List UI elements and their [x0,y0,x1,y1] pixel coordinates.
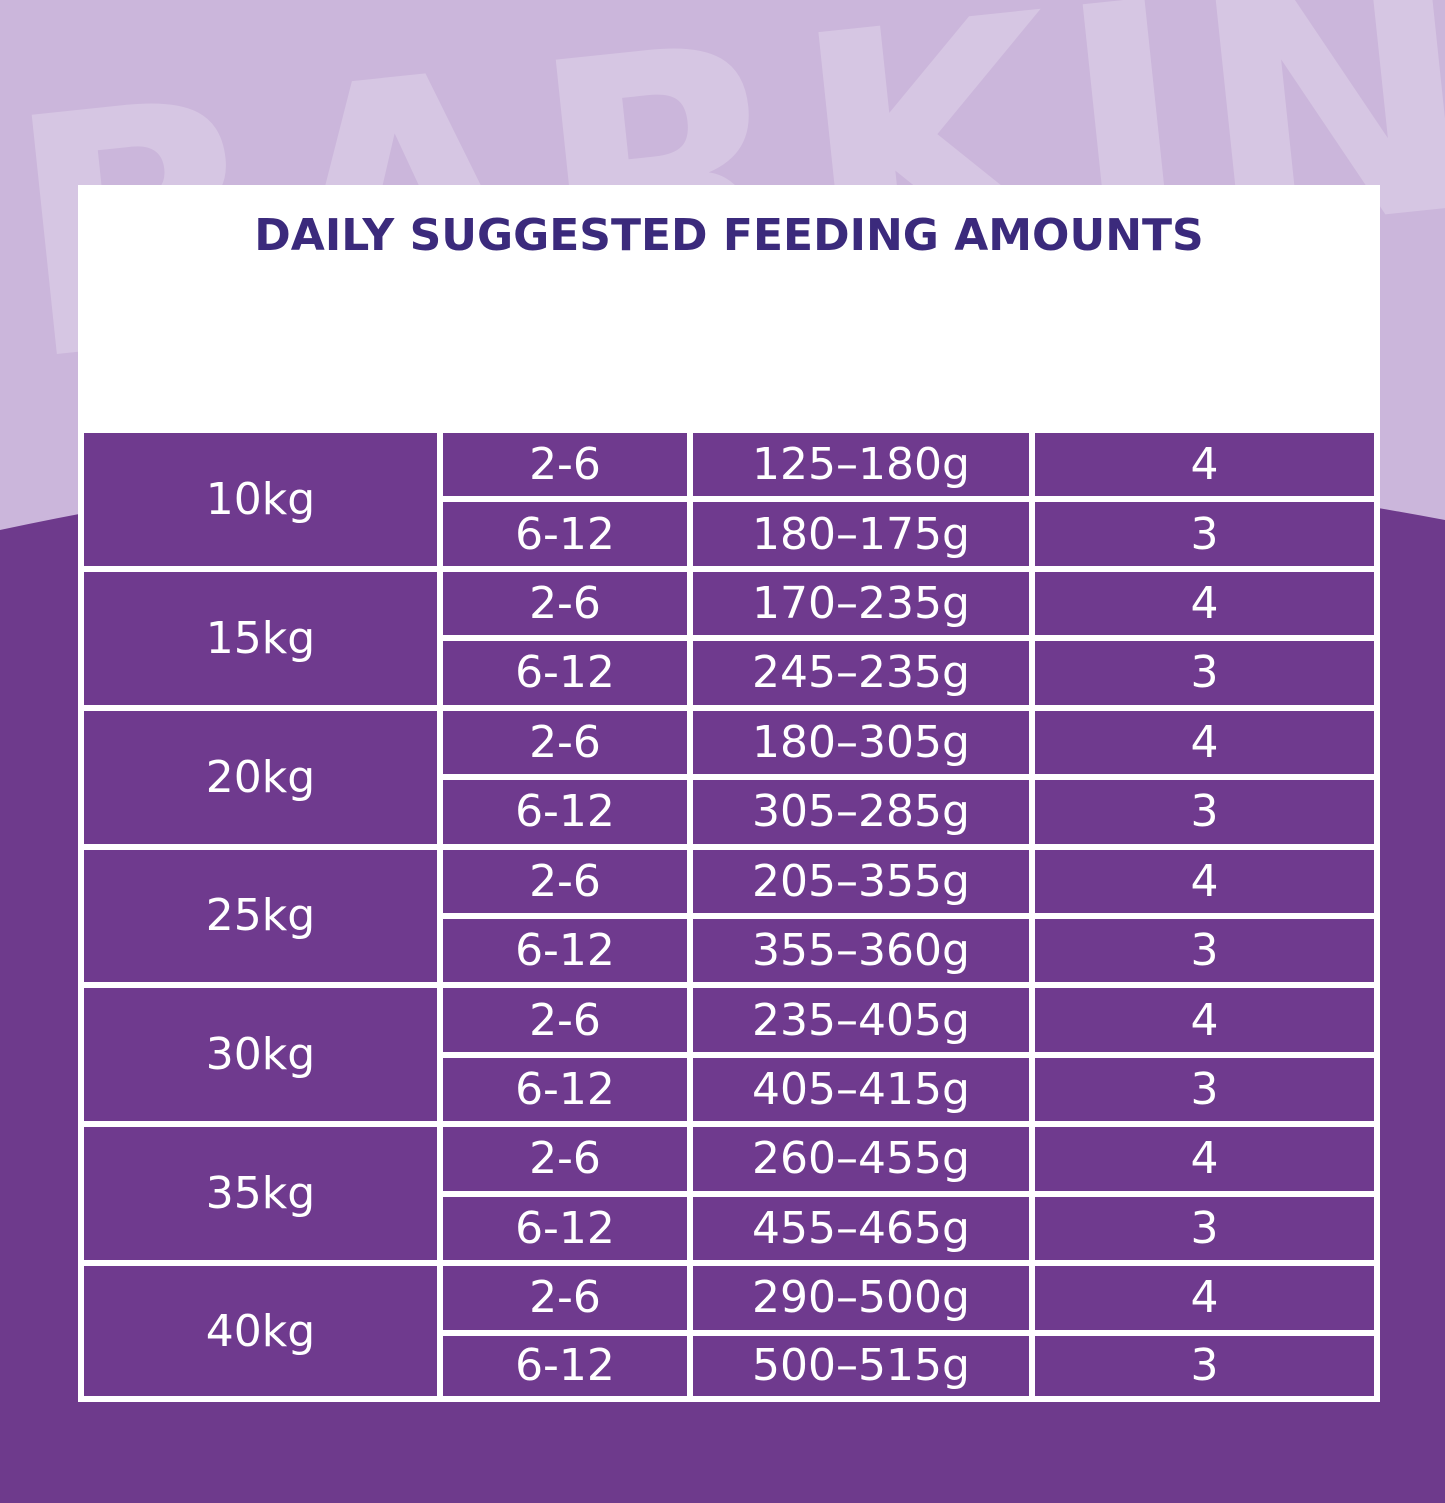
age-cell: 6-12 [443,1335,687,1396]
meals-cell: 4 [1035,988,1374,1052]
column-header: Expected Adult Weight [84,285,437,427]
age-cell: 6-12 [443,1196,687,1261]
meals-cell: 3 [1035,641,1374,705]
age-cell: 2-6 [443,849,687,913]
meals-cell: 4 [1035,1127,1374,1191]
meals-cell: 4 [1035,433,1374,497]
grams-cell: 405–415g [693,1057,1029,1122]
grams-cell: 260–455g [693,1127,1029,1191]
grams-cell: 290–500g [693,1266,1029,1330]
grams-cell: 125–180g [693,433,1029,497]
weight-cell: 25kg [84,849,437,983]
age-cell: 6-12 [443,1057,687,1122]
meals-cell: 4 [1035,1266,1374,1330]
weight-cell: 35kg [84,1127,437,1261]
age-cell: 2-6 [443,433,687,497]
age-cell: 2-6 [443,1127,687,1191]
weight-cell: 10kg [84,433,437,566]
weight-cell: 15kg [84,571,437,705]
meals-cell: 3 [1035,919,1374,983]
grams-cell: 455–465g [693,1196,1029,1261]
meals-cell: 3 [1035,1057,1374,1122]
age-cell: 6-12 [443,780,687,844]
column-header: Age in Months [443,285,687,427]
weight-cell: 20kg [84,710,437,844]
grams-cell: 305–285g [693,780,1029,844]
age-cell: 6-12 [443,919,687,983]
feeding-table: DAILY SUGGESTED FEEDING AMOUNTS Expected… [78,185,1380,1402]
meals-cell: 3 [1035,1196,1374,1261]
meals-cell: 4 [1035,571,1374,636]
column-header: Grams per Day [693,285,1029,427]
age-cell: 2-6 [443,710,687,775]
grams-cell: 180–175g [693,502,1029,566]
weight-cell: 30kg [84,988,437,1122]
age-cell: 2-6 [443,571,687,636]
meals-cell: 4 [1035,849,1374,913]
age-cell: 2-6 [443,988,687,1052]
grams-cell: 355–360g [693,919,1029,983]
meals-cell: 4 [1035,710,1374,775]
grams-cell: 500–515g [693,1335,1029,1396]
grams-cell: 245–235g [693,641,1029,705]
meals-cell: 3 [1035,502,1374,566]
grams-cell: 180–305g [693,710,1029,775]
weight-cell: 40kg [84,1266,437,1396]
grams-cell: 205–355g [693,849,1029,913]
age-cell: 6-12 [443,641,687,705]
age-cell: 6-12 [443,502,687,566]
meals-cell: 3 [1035,780,1374,844]
grams-cell: 170–235g [693,571,1029,636]
table-title: DAILY SUGGESTED FEEDING AMOUNTS [254,209,1204,261]
meals-cell: 3 [1035,1335,1374,1396]
age-cell: 2-6 [443,1266,687,1330]
column-header: Between No. of Meals [1035,285,1374,427]
grams-cell: 235–405g [693,988,1029,1052]
